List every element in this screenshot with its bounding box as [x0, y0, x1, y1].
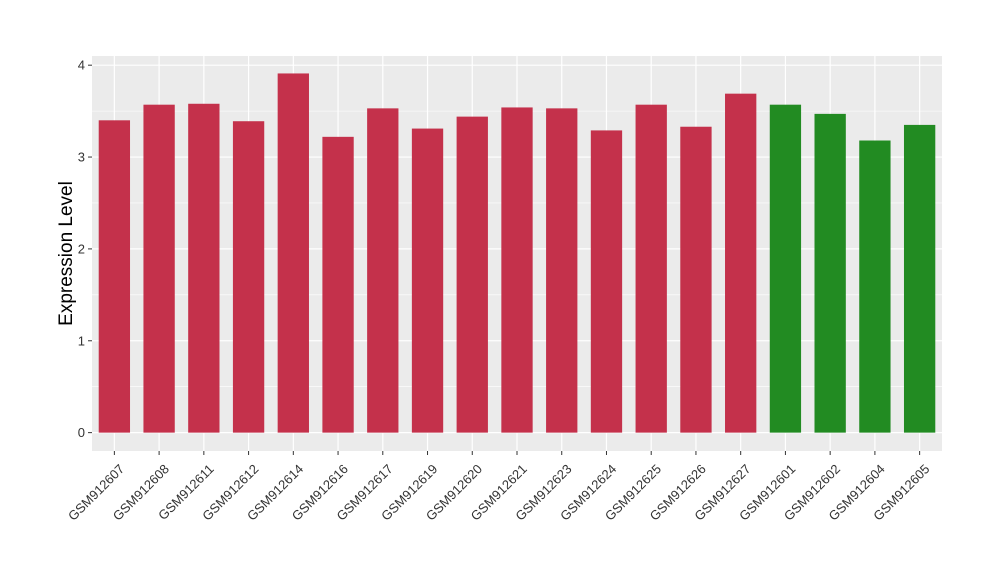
bar-GSM912601 — [769, 104, 802, 433]
y-tick-label: 0 — [78, 425, 85, 440]
bar-GSM912616 — [322, 136, 354, 433]
y-tick-label: 4 — [78, 58, 85, 73]
bar-GSM912607 — [98, 120, 131, 433]
bar-GSM912621 — [501, 107, 533, 433]
bar-GSM912627 — [725, 93, 757, 433]
bar-GSM912604 — [859, 140, 891, 433]
bar-GSM912605 — [903, 124, 936, 433]
y-axis-title: Expression Level — [56, 181, 77, 326]
bar-GSM912608 — [143, 104, 175, 433]
bars — [98, 73, 936, 433]
bar-GSM912612 — [232, 121, 265, 433]
bar-GSM912617 — [367, 108, 399, 433]
bar-GSM912625 — [635, 104, 667, 433]
bar-GSM912626 — [680, 126, 712, 433]
y-axis: 0 1 2 3 4 — [78, 58, 92, 440]
bar-GSM912623 — [546, 108, 578, 433]
y-tick-label: 3 — [78, 150, 85, 165]
y-tick-label: 2 — [78, 241, 85, 256]
bar-GSM912620 — [456, 116, 488, 433]
bar-GSM912611 — [188, 103, 220, 433]
y-tick-label: 1 — [78, 333, 85, 348]
bar-GSM912619 — [411, 128, 444, 433]
bar-GSM912602 — [814, 113, 846, 433]
x-axis: GSM912607GSM912608GSM912611GSM912612GSM9… — [65, 451, 933, 524]
bar-GSM912614 — [277, 73, 309, 433]
bar-GSM912624 — [590, 130, 623, 433]
